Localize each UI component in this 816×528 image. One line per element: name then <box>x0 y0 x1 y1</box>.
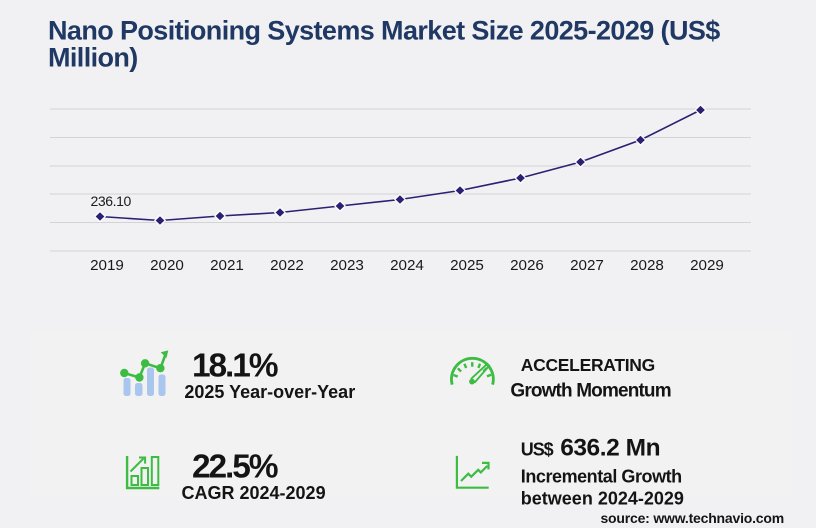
svg-text:2022: 2022 <box>270 257 304 274</box>
svg-text:2023: 2023 <box>330 257 364 274</box>
svg-text:2029: 2029 <box>690 257 724 274</box>
svg-text:636.2 Mn: 636.2 Mn <box>560 434 660 461</box>
svg-text:US$: US$ <box>521 439 554 459</box>
svg-text:2021: 2021 <box>210 257 244 274</box>
svg-text:Growth Momentum: Growth Momentum <box>510 381 670 402</box>
svg-text:Million): Million) <box>48 43 138 73</box>
svg-text:source: www.technavio.com: source: www.technavio.com <box>600 510 784 526</box>
svg-text:2025: 2025 <box>450 257 484 274</box>
svg-text:236.10: 236.10 <box>91 193 132 209</box>
svg-text:2028: 2028 <box>630 257 664 274</box>
svg-text:Incremental Growth: Incremental Growth <box>521 467 682 487</box>
svg-text:2025 Year-over-Year: 2025 Year-over-Year <box>184 382 355 402</box>
svg-text:CAGR 2024-2029: CAGR 2024-2029 <box>182 483 326 503</box>
svg-text:2019: 2019 <box>90 257 124 274</box>
svg-text:between 2024-2029: between 2024-2029 <box>521 489 684 509</box>
svg-text:Nano Positioning Systems Marke: Nano Positioning Systems Market Size 202… <box>48 16 720 46</box>
svg-text:2027: 2027 <box>570 257 604 274</box>
svg-text:22.5%: 22.5% <box>192 449 278 486</box>
svg-text:2024: 2024 <box>390 257 424 274</box>
svg-text:2020: 2020 <box>150 257 184 274</box>
svg-text:18.1%: 18.1% <box>192 347 278 384</box>
svg-text:2026: 2026 <box>510 257 544 274</box>
svg-text:ACCELERATING: ACCELERATING <box>521 355 655 375</box>
